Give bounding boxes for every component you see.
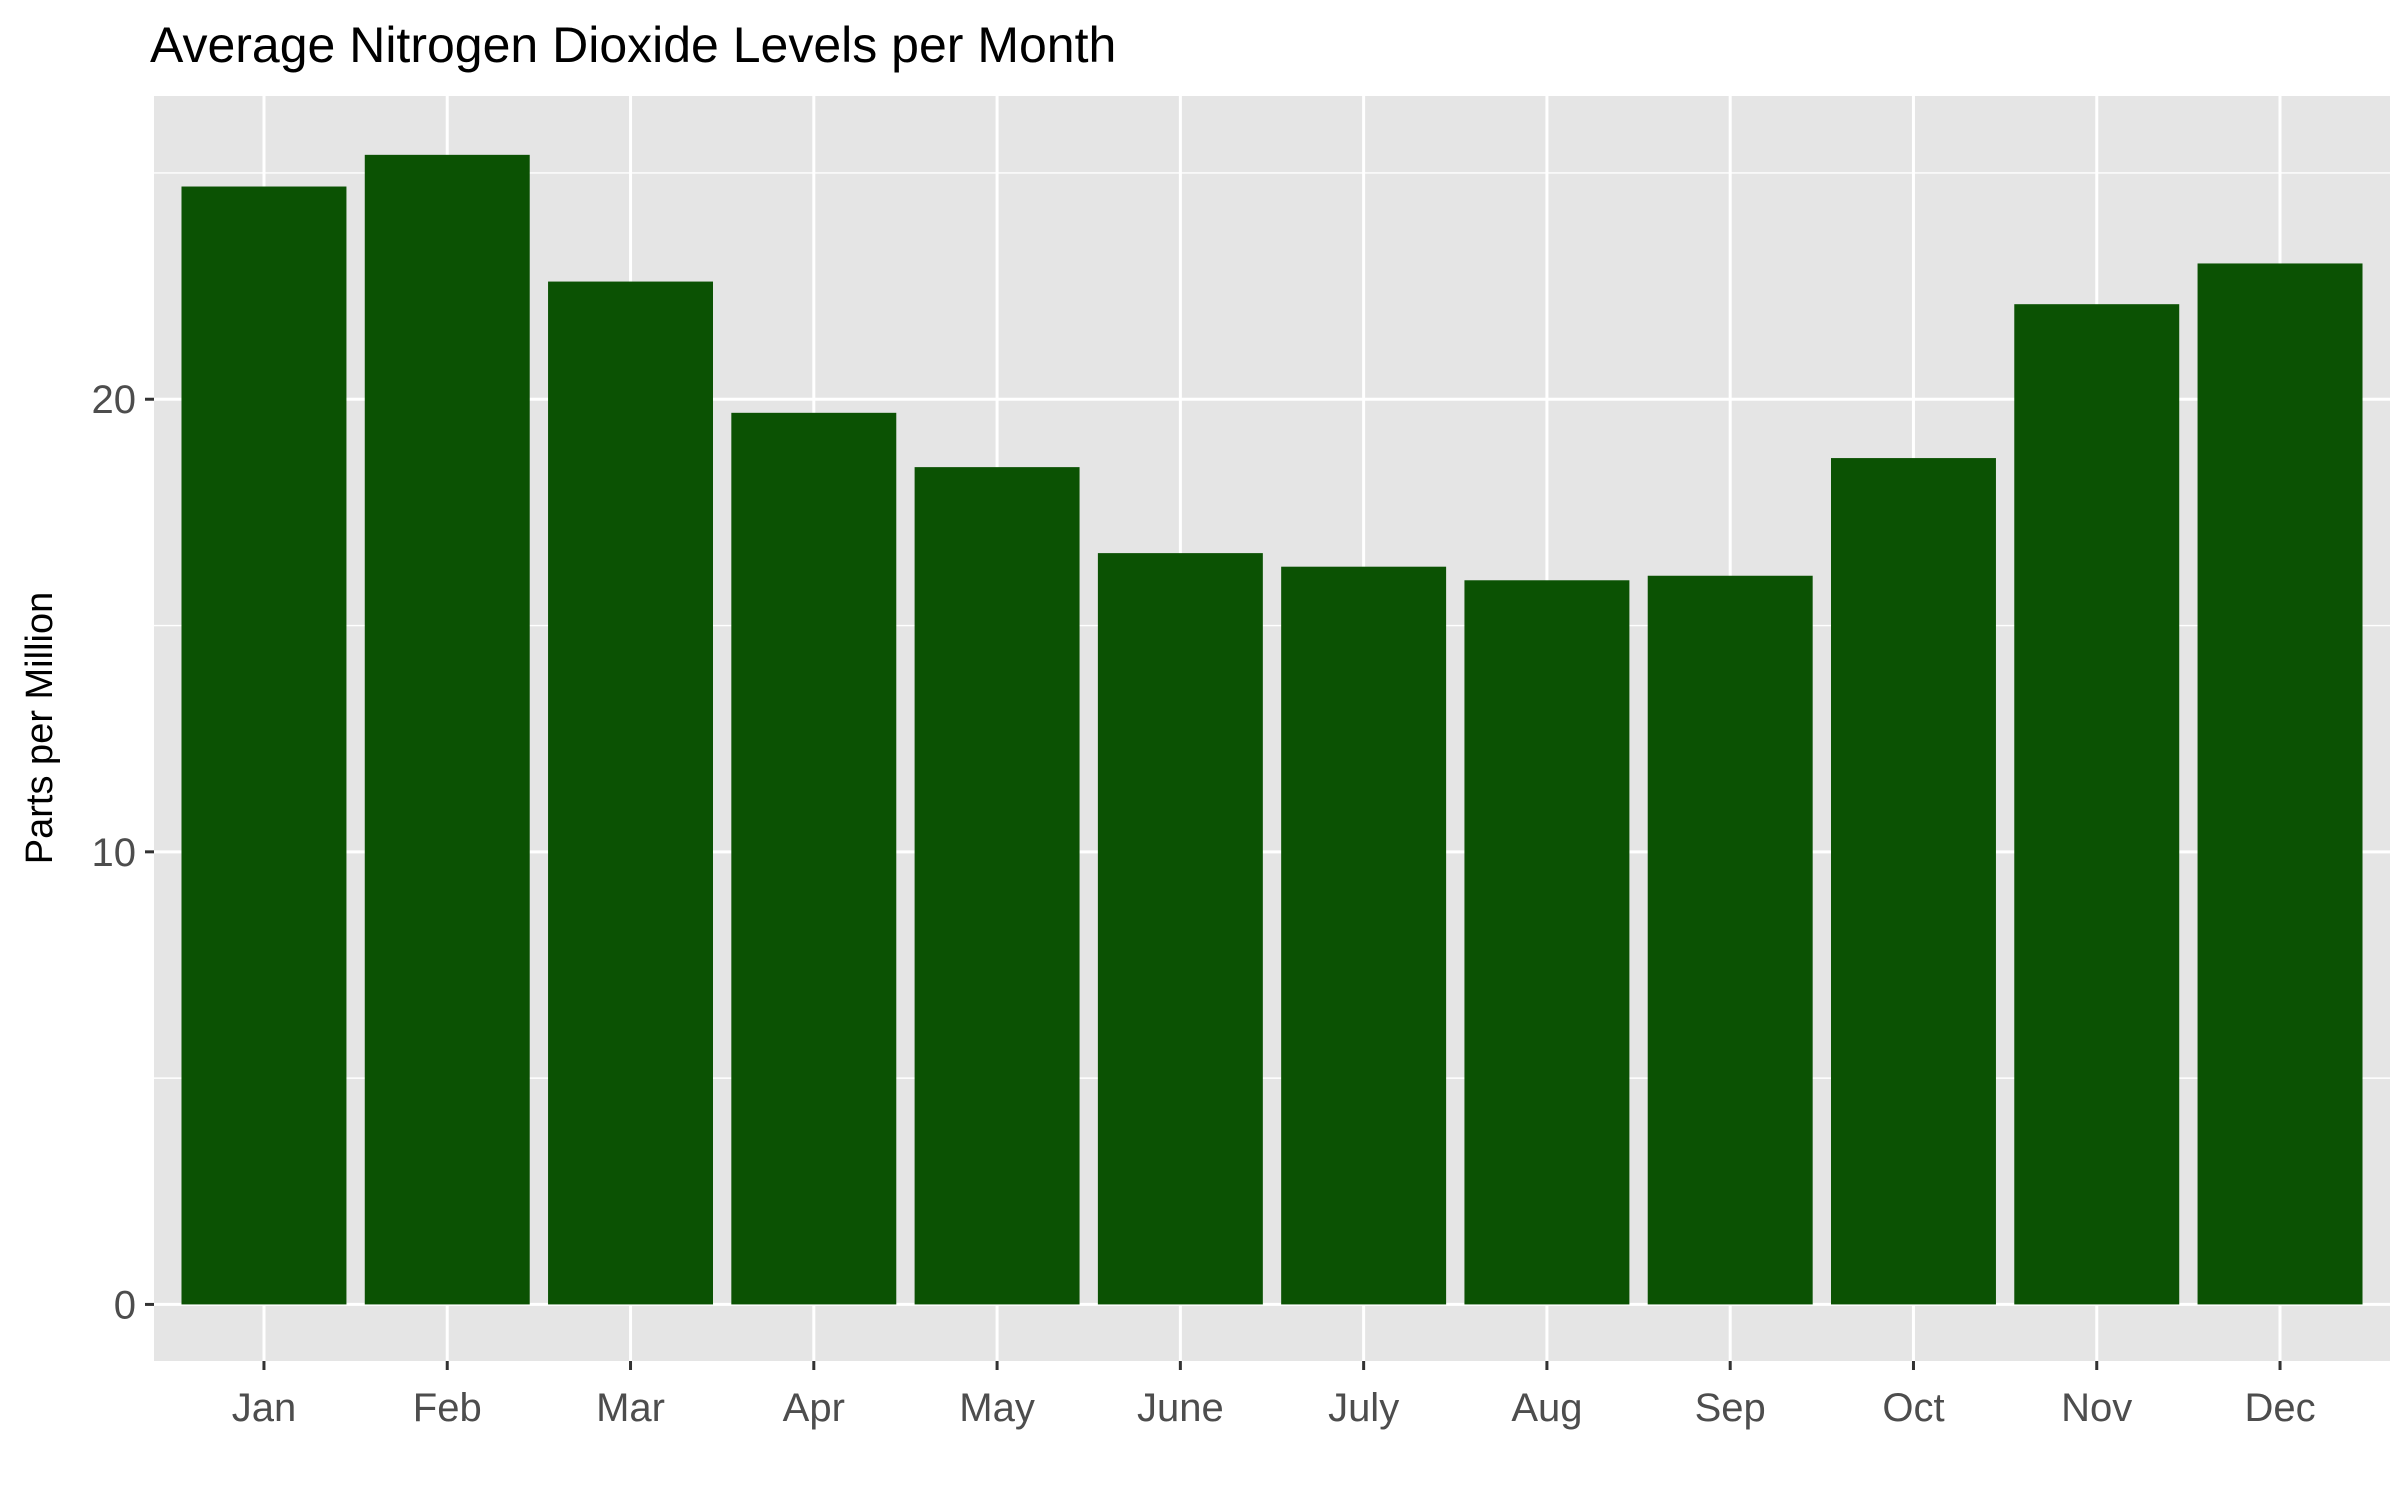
y-tick-label: 0: [114, 1283, 136, 1327]
x-tick-label: Feb: [413, 1386, 482, 1430]
x-tick-label: Oct: [1882, 1386, 1944, 1430]
bar-mar: [548, 281, 713, 1305]
y-axis-title: Parts per Million: [19, 592, 61, 864]
x-tick-label: May: [959, 1386, 1035, 1430]
x-tick-label: Aug: [1511, 1386, 1582, 1430]
bars-group: [181, 154, 2363, 1305]
x-tick-label: Sep: [1695, 1386, 1766, 1430]
chart-title: Average Nitrogen Dioxide Levels per Mont…: [150, 17, 1116, 73]
bar-apr: [731, 412, 897, 1305]
bar-jan: [181, 186, 347, 1305]
bar-nov: [2014, 304, 2180, 1305]
x-tick-label: Mar: [596, 1386, 665, 1430]
bar-oct: [1831, 458, 1996, 1305]
bar-dec: [2197, 263, 2363, 1305]
bar-sep: [1647, 575, 1813, 1305]
x-tick-label: Nov: [2061, 1386, 2132, 1430]
x-axis: Jan Feb Mar Apr May June July Aug Sep Oct Nov Dec: [232, 1361, 2316, 1430]
x-tick-label: Dec: [2244, 1386, 2315, 1430]
bar-july: [1281, 566, 1447, 1305]
bar-aug: [1464, 580, 1630, 1305]
x-tick-label: July: [1328, 1386, 1399, 1430]
y-tick-label: 10: [92, 831, 137, 875]
y-tick-label: 20: [92, 378, 137, 422]
x-tick-label: Jan: [232, 1386, 297, 1430]
bar-june: [1097, 553, 1263, 1305]
y-axis: 0 10 20: [92, 378, 154, 1327]
x-tick-label: June: [1137, 1386, 1224, 1430]
x-tick-label: Apr: [783, 1386, 845, 1430]
bar-may: [914, 467, 1080, 1305]
bar-feb: [364, 154, 530, 1305]
